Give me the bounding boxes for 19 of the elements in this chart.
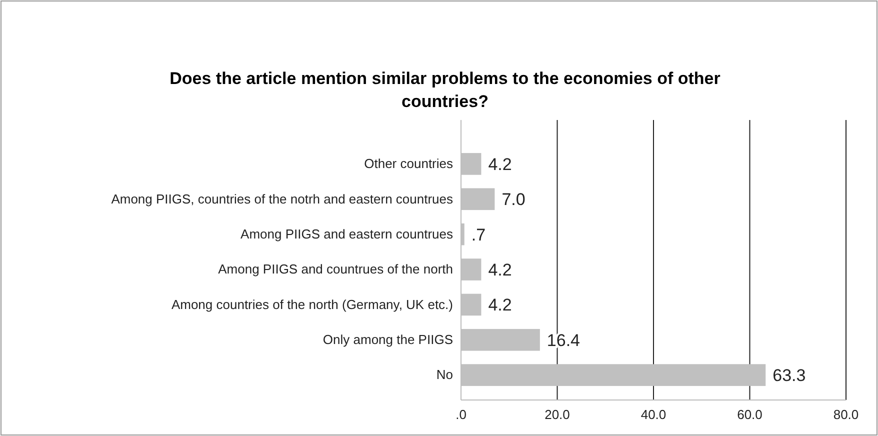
x-tick-label: 20.0 (544, 407, 570, 422)
y-tick-label: Among PIIGS and countrues of the north (218, 262, 453, 277)
data-label: 4.2 (488, 154, 512, 174)
y-tick-label: Only among the PIIGS (322, 332, 454, 348)
x-tick-label: 40.0 (640, 407, 666, 422)
x-tick-label: 80.0 (833, 407, 859, 422)
y-tick-label: Other countries (364, 156, 454, 172)
y-tick-label: No (436, 367, 453, 382)
x-tick-label: 60.0 (737, 407, 762, 422)
y-tick-label: Among countries of the north (Germany, UK etc.) (171, 296, 453, 312)
data-label: 4.2 (488, 260, 512, 280)
y-tick-label: Among PIIGS, countries of the notrh and eastern countrues (111, 191, 454, 206)
chart-title: Does the article mention similar problems to the economies of other countries? (170, 69, 721, 111)
x-tick-label: .0 (456, 407, 466, 422)
y-tick-label: Among PIIGS and eastern countrues (240, 226, 454, 242)
data-label: 63.3 (772, 366, 806, 386)
data-label: .7 (471, 225, 486, 244)
data-label: 4.2 (488, 296, 512, 315)
data-label: 7.0 (502, 190, 526, 210)
